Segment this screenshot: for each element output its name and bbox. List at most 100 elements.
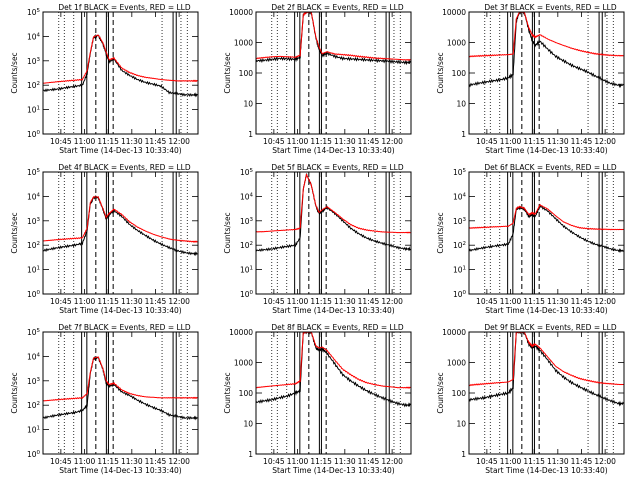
axes-frame <box>468 171 625 295</box>
y-tick-label: 104 <box>27 192 41 201</box>
y-tick-label: 104 <box>453 192 467 201</box>
y-tick-label: 102 <box>27 81 40 90</box>
x-tick-label: 11:00 <box>287 297 309 306</box>
x-tick-label: 11:15 <box>310 457 332 466</box>
x-tick-label: 11:45 <box>571 457 593 466</box>
y-tick-label: 102 <box>240 241 253 250</box>
x-tick-label: 11:00 <box>287 137 309 146</box>
panel-title: Det 4f BLACK = Events, RED = LLD <box>58 163 191 172</box>
y-tick-label: 1 <box>248 130 253 139</box>
y-tick-label: 102 <box>27 241 40 250</box>
series-line-lld <box>469 203 624 231</box>
x-tick-label: 10:45 <box>50 297 72 306</box>
series-line-events <box>469 12 624 89</box>
x-tick-label: 10:45 <box>50 457 72 466</box>
x-tick-label: 11:15 <box>310 137 332 146</box>
y-axis-label: Counts/sec <box>223 52 232 93</box>
x-tick-label: 10:45 <box>263 137 285 146</box>
y-tick-label: 10 <box>456 420 466 429</box>
x-tick-label: 10:45 <box>476 137 498 146</box>
x-tick-label: 11:45 <box>145 457 167 466</box>
series-line-lld <box>256 12 411 61</box>
x-tick-label: 11:15 <box>523 297 545 306</box>
series-line-lld <box>256 332 411 389</box>
y-tick-label: 102 <box>27 401 40 410</box>
series-line-events <box>43 33 198 98</box>
y-tick-label: 1 <box>461 130 466 139</box>
marker-lines <box>271 332 401 454</box>
y-axis-label: Counts/sec <box>10 212 19 253</box>
y-tick-label: 1000 <box>234 359 253 368</box>
x-tick-label: 11:15 <box>97 137 119 146</box>
x-tick-label: 11:00 <box>287 457 309 466</box>
axes-frame <box>42 331 199 455</box>
y-tick-label: 104 <box>240 192 254 201</box>
y-tick-label: 10000 <box>229 8 253 17</box>
y-tick-label: 100 <box>453 290 467 299</box>
x-tick-label: 11:30 <box>121 297 143 306</box>
series-line-events <box>256 12 411 66</box>
y-axis-label: Counts/sec <box>223 372 232 413</box>
axes-frame <box>468 11 625 135</box>
series-line-lld <box>43 356 198 402</box>
x-tick-label: 11:00 <box>74 457 96 466</box>
x-tick-label: 11:45 <box>145 137 167 146</box>
y-tick-label: 1000 <box>234 39 253 48</box>
detector-panel-4: Det 4f BLACK = Events, RED = LLD 10:45 11:… <box>10 163 199 315</box>
marker-lines <box>484 332 614 454</box>
series-line-events <box>256 332 411 408</box>
y-tick-label: 100 <box>239 69 254 78</box>
x-tick-label: 11:45 <box>571 137 593 146</box>
axes-frame <box>255 171 412 295</box>
panel-title: Det 7f BLACK = Events, RED = LLD <box>58 323 191 332</box>
series-line-events <box>43 194 198 257</box>
y-tick-label: 1 <box>248 450 253 459</box>
y-tick-label: 101 <box>27 426 40 435</box>
x-tick-label: 11:30 <box>334 137 356 146</box>
y-tick-label: 102 <box>453 241 466 250</box>
x-axis-label: Start Time (14-Dec-13 10:33:40) <box>59 466 181 475</box>
x-axis-label: Start Time (14-Dec-13 10:33:40) <box>485 466 607 475</box>
x-tick-label: 11:00 <box>500 137 522 146</box>
panel-title: Det 8f BLACK = Events, RED = LLD <box>271 323 404 332</box>
series-line-events <box>469 332 624 407</box>
y-tick-label: 100 <box>27 450 41 459</box>
x-axis-label: Start Time (14-Dec-13 10:33:40) <box>485 146 607 155</box>
x-tick-label: 11:30 <box>121 457 143 466</box>
y-tick-label: 10000 <box>442 328 466 337</box>
y-axis-label: Counts/sec <box>436 212 445 253</box>
axes-frame <box>42 171 199 295</box>
x-tick-label: 11:15 <box>523 457 545 466</box>
x-tick-label: 11:30 <box>334 297 356 306</box>
x-tick-label: 11:15 <box>97 297 119 306</box>
series-line-lld <box>256 173 411 234</box>
y-tick-label: 10000 <box>229 328 253 337</box>
y-axis-label: Counts/sec <box>223 212 232 253</box>
series-line-lld <box>43 196 198 243</box>
y-tick-label: 100 <box>27 290 41 299</box>
y-tick-label: 105 <box>27 328 41 337</box>
y-tick-label: 104 <box>27 32 41 41</box>
y-tick-label: 103 <box>453 217 467 226</box>
panel-title: Det 3f BLACK = Events, RED = LLD <box>484 3 617 12</box>
y-axis-label: Counts/sec <box>436 372 445 413</box>
y-tick-label: 100 <box>240 290 254 299</box>
x-tick-label: 11:15 <box>523 137 545 146</box>
x-tick-label: 11:45 <box>358 137 380 146</box>
y-tick-label: 10 <box>456 100 466 109</box>
y-tick-label: 1 <box>461 450 466 459</box>
y-axis-label: Counts/sec <box>10 52 19 93</box>
x-axis-label: Start Time (14-Dec-13 10:33:40) <box>59 146 181 155</box>
series-line-events <box>469 205 624 254</box>
x-axis-label: Start Time (14-Dec-13 10:33:40) <box>272 466 394 475</box>
marker-lines <box>271 12 401 134</box>
x-tick-label: 10:45 <box>476 297 498 306</box>
y-tick-label: 100 <box>27 130 41 139</box>
x-tick-label: 10:45 <box>476 457 498 466</box>
